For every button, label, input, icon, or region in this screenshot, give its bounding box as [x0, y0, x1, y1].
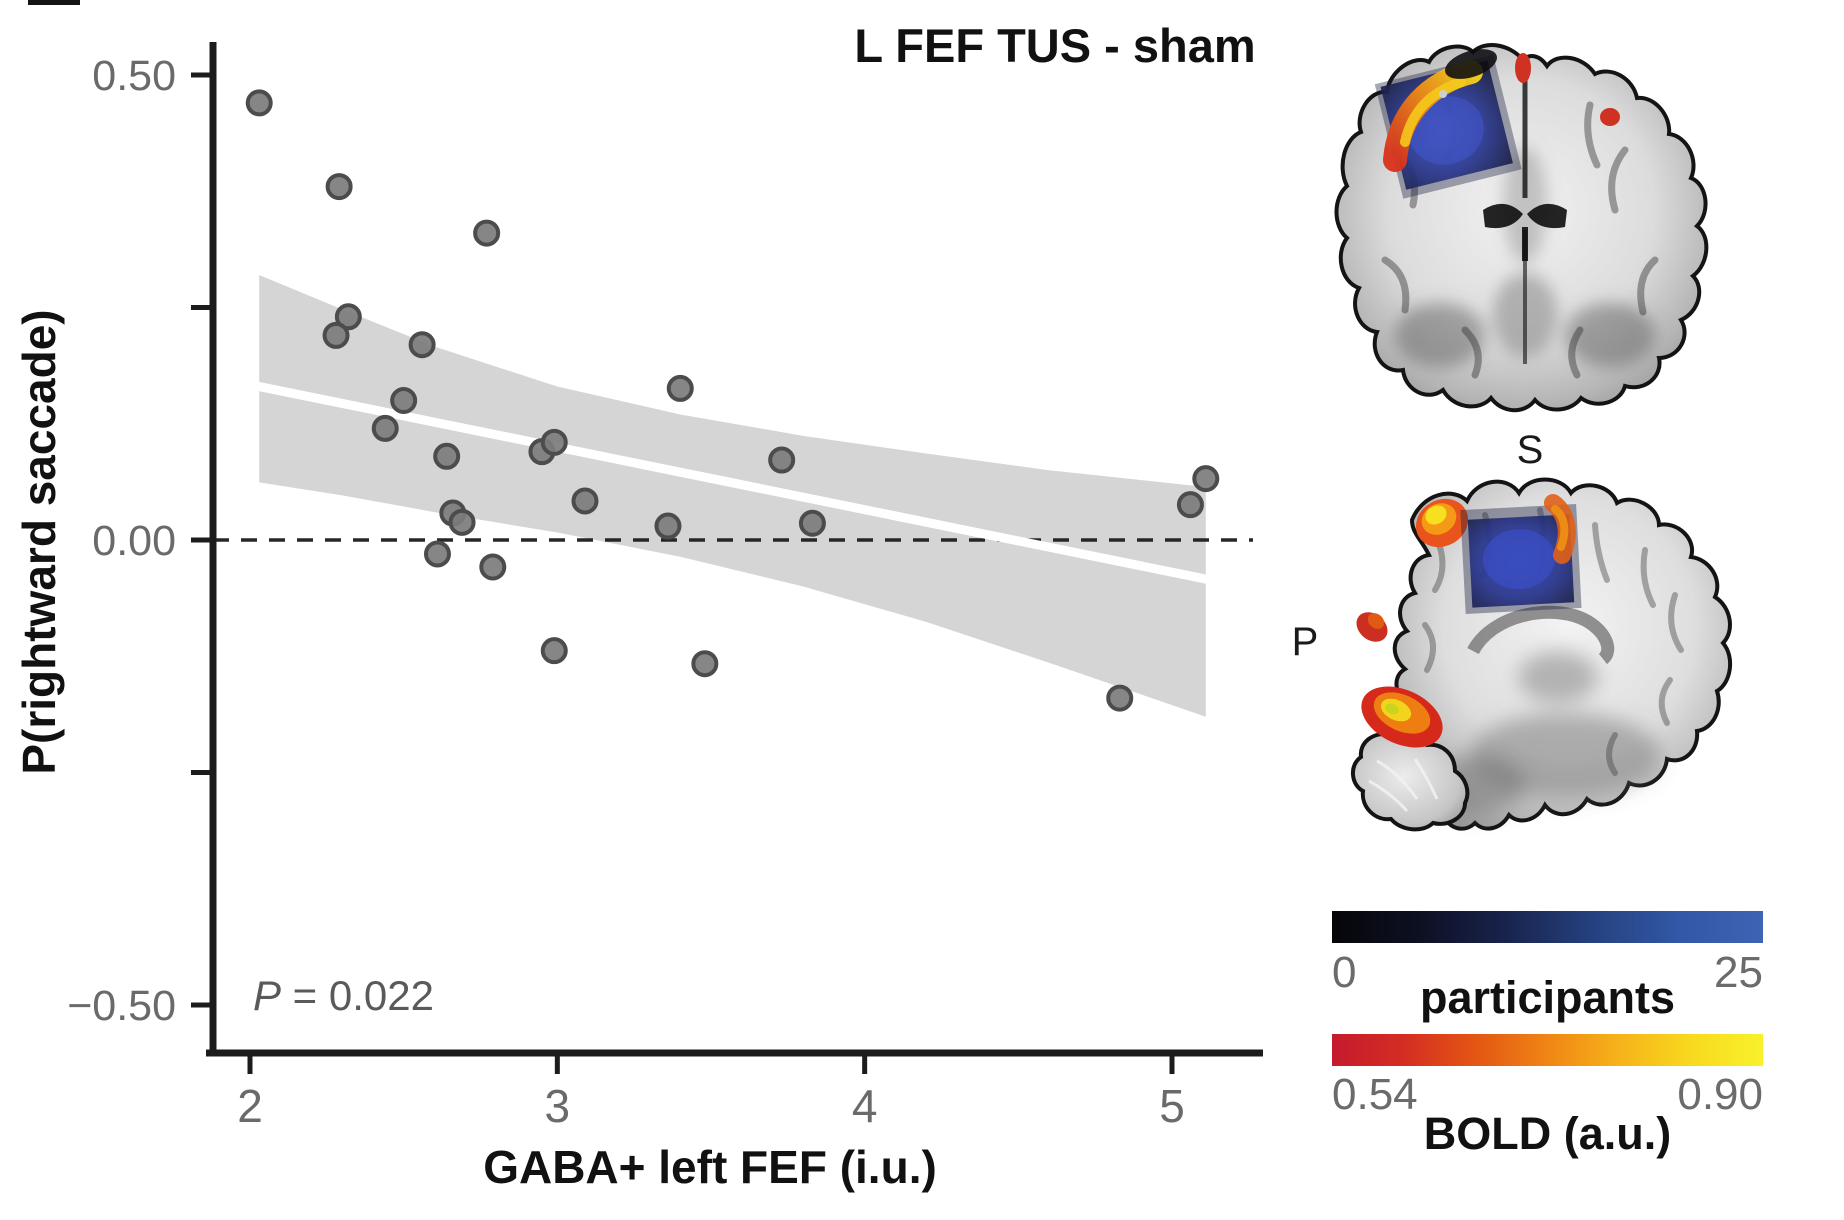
- scatter-point: [798, 509, 826, 537]
- corpus-callosum: [1467, 605, 1615, 665]
- scatter-point: [1192, 465, 1220, 493]
- bold-activation-coronal: [1383, 49, 1620, 172]
- tus-target-overlay-coronal: [1374, 54, 1522, 199]
- scatter-point: [448, 508, 476, 536]
- scatter-point: [371, 414, 399, 442]
- red-cluster-right-hemisphere: [1600, 108, 1620, 126]
- cerebellum: [1351, 731, 1470, 832]
- scatter-point: [433, 442, 461, 470]
- scatter-point: [571, 487, 599, 515]
- scatter-point: [540, 637, 568, 665]
- bold-colorbar: [1332, 1034, 1763, 1066]
- x-tick-label: 3: [545, 1080, 571, 1132]
- scatter-point: [322, 321, 350, 349]
- y-tick-label: −0.50: [67, 982, 176, 1030]
- bold-activation-sagittal-front: [1361, 494, 1576, 748]
- y-tick-label: 0.00: [92, 517, 176, 565]
- confidence-band: [259, 274, 1206, 717]
- lateral-ventricles: [1483, 203, 1567, 261]
- participants-colorbar: [1332, 911, 1763, 943]
- participants-max-label: 25: [1714, 948, 1763, 997]
- scatter-point: [540, 428, 568, 456]
- regression-line: [254, 382, 1211, 584]
- cerebellum-striations: [1368, 758, 1439, 812]
- sagittal-brain-slice: [1351, 477, 1733, 832]
- scatter-point: [325, 173, 353, 201]
- scatter-point: [390, 387, 418, 414]
- x-axis-title: GABA+ left FEF (i.u.): [483, 1141, 937, 1193]
- scatter-point: [423, 540, 451, 568]
- red-cluster-posterior: [1356, 612, 1388, 642]
- bold-colorbar-title: BOLD (a.u.): [1423, 1108, 1672, 1159]
- plot-title: L FEF TUS - sham: [854, 19, 1256, 72]
- scatter-point: [1176, 491, 1204, 519]
- bold-min-label: 0.54: [1332, 1070, 1418, 1119]
- tus-target-overlay-sagittal: [1460, 504, 1582, 614]
- coronal-brain-slice: [1334, 43, 1709, 413]
- bold-max-label: 0.90: [1677, 1070, 1763, 1119]
- scatter-point: [245, 89, 273, 117]
- y-axis-title: P(rightward saccade): [13, 309, 65, 775]
- x-tick-label: 4: [852, 1080, 878, 1132]
- scatter-point: [479, 553, 507, 581]
- scatter-point: [473, 219, 501, 247]
- scatter-point: [1106, 684, 1134, 712]
- p-value-annotation: P = 0.022: [253, 972, 434, 1019]
- scatter-point: [334, 303, 362, 331]
- cropped-panel-label-fragment: [28, 0, 80, 5]
- posterior-orientation-label: P: [1291, 620, 1319, 664]
- scatter-point: [408, 331, 436, 359]
- x-tick-label: 2: [237, 1080, 263, 1132]
- scatter-point: [768, 446, 796, 474]
- scatter-point: [654, 512, 682, 540]
- red-cluster-midline: [1515, 53, 1531, 83]
- superior-orientation-label: S: [1516, 428, 1544, 472]
- participants-min-label: 0: [1332, 948, 1357, 997]
- participants-colorbar-title: participants: [1419, 972, 1676, 1023]
- x-tick-label: 5: [1159, 1080, 1185, 1132]
- scatter-point: [666, 374, 694, 402]
- bold-activation-sagittal: [1356, 498, 1469, 642]
- y-tick-label: 0.50: [92, 52, 176, 100]
- scatter-point: [691, 650, 719, 678]
